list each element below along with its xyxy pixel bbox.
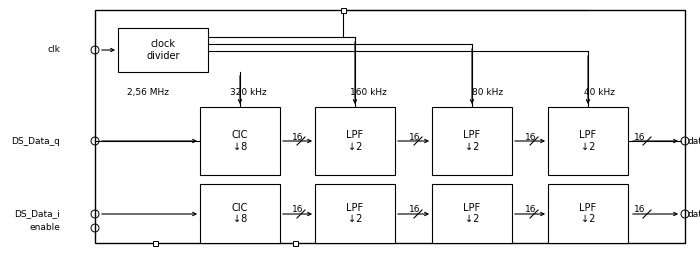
Bar — [118, 28, 208, 72]
Text: clk: clk — [47, 45, 60, 55]
Text: vcc: vcc — [335, 0, 351, 2]
Text: LPF
↓2: LPF ↓2 — [580, 130, 596, 152]
Text: DS_Data_q: DS_Data_q — [11, 136, 60, 146]
Bar — [340, 8, 346, 12]
Bar — [95, 10, 685, 243]
Text: LPF
↓2: LPF ↓2 — [346, 203, 363, 224]
Bar — [293, 241, 297, 246]
Bar — [548, 184, 628, 243]
Bar — [200, 184, 280, 243]
Text: LPF
↓2: LPF ↓2 — [346, 130, 363, 152]
Text: DS_Data_i: DS_Data_i — [14, 210, 60, 218]
Text: 40 kHz: 40 kHz — [584, 88, 615, 97]
Bar — [432, 184, 512, 243]
Text: 16: 16 — [634, 205, 645, 214]
Text: 16: 16 — [634, 133, 645, 141]
Text: 2,56 MHz: 2,56 MHz — [127, 88, 169, 97]
Text: clock
divider: clock divider — [146, 39, 180, 61]
Text: 160 kHz: 160 kHz — [349, 88, 386, 97]
Text: LPF
↓2: LPF ↓2 — [580, 203, 596, 224]
Bar — [432, 107, 512, 175]
Bar — [548, 107, 628, 175]
Text: 16: 16 — [293, 205, 304, 214]
Bar — [200, 107, 280, 175]
Text: 16: 16 — [525, 133, 537, 141]
Text: 16: 16 — [293, 133, 304, 141]
Text: enable: enable — [29, 224, 60, 232]
Bar — [315, 184, 395, 243]
Text: data_out_i<15:0>: data_out_i<15:0> — [688, 210, 700, 218]
Text: LPF
↓2: LPF ↓2 — [463, 130, 481, 152]
Text: 16: 16 — [410, 133, 421, 141]
Text: CIC
↓8: CIC ↓8 — [232, 203, 248, 224]
Text: LPF
↓2: LPF ↓2 — [463, 203, 481, 224]
Text: 16: 16 — [525, 205, 537, 214]
Text: 320 kHz: 320 kHz — [230, 88, 267, 97]
Text: 16: 16 — [410, 205, 421, 214]
Text: 80 kHz: 80 kHz — [473, 88, 503, 97]
Text: data_out_q<15:0>: data_out_q<15:0> — [688, 136, 700, 146]
Bar — [153, 241, 158, 246]
Bar — [315, 107, 395, 175]
Text: CIC
↓8: CIC ↓8 — [232, 130, 248, 152]
